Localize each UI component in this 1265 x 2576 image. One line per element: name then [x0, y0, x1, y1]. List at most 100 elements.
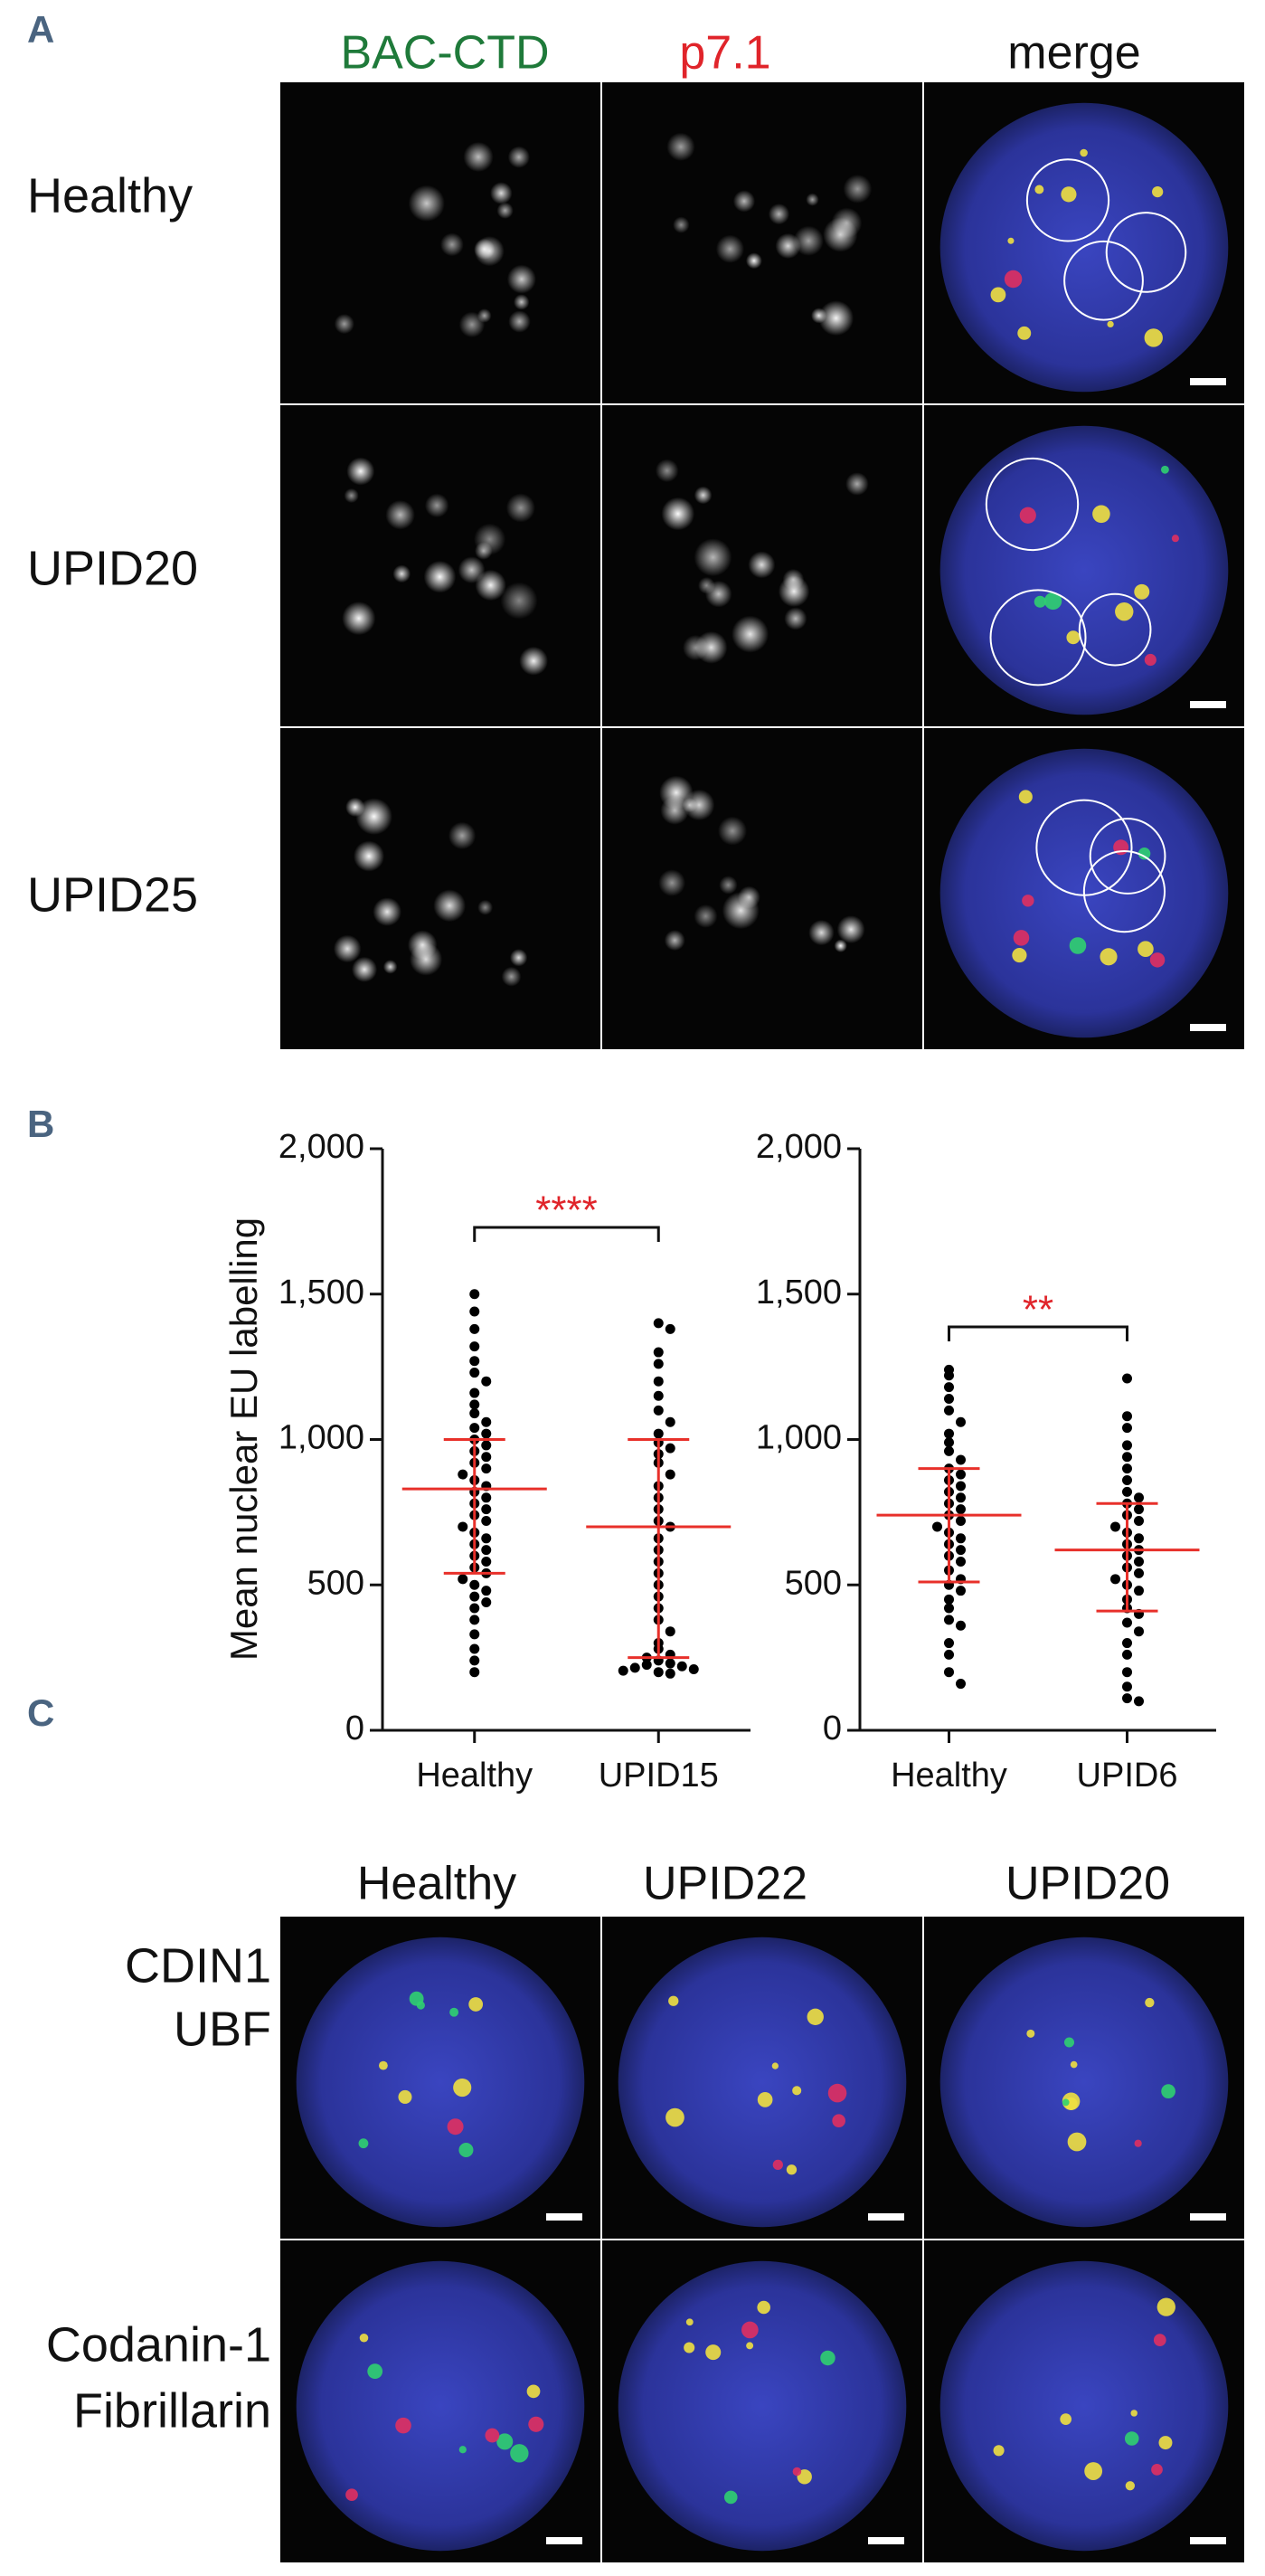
- row-label: UPID25: [27, 867, 198, 922]
- spot: [1034, 185, 1044, 194]
- spot: [424, 493, 449, 518]
- spot: [741, 2321, 759, 2339]
- data-point: [956, 1533, 966, 1544]
- spot: [694, 904, 718, 928]
- spot: [367, 2363, 383, 2380]
- data-point: [469, 1356, 480, 1367]
- y-tick-label: 0: [345, 1709, 364, 1747]
- scale-bar: [1190, 2537, 1226, 2544]
- spot: [449, 2007, 459, 2017]
- micrograph: [602, 728, 922, 1049]
- micrograph: [280, 82, 600, 403]
- column-header: UPID22: [643, 1858, 807, 1910]
- data-point: [665, 1626, 675, 1637]
- spot: [836, 915, 865, 944]
- y-tick-label: 500: [307, 1564, 364, 1602]
- data-point: [481, 1504, 492, 1515]
- data-point: [932, 1521, 942, 1532]
- data-point: [944, 1437, 954, 1448]
- spot: [659, 775, 694, 810]
- spot: [832, 2114, 845, 2128]
- spot: [1138, 848, 1151, 860]
- data-point: [653, 1405, 664, 1416]
- data-point: [469, 1387, 480, 1398]
- row-label: Healthy: [27, 168, 193, 223]
- spot: [1125, 2481, 1136, 2491]
- spot: [1149, 952, 1166, 968]
- data-point: [1134, 1516, 1144, 1527]
- data-point: [956, 1545, 966, 1556]
- spot: [1156, 2297, 1175, 2316]
- spot: [1007, 237, 1015, 244]
- spot: [1107, 320, 1114, 328]
- spot: [1144, 328, 1163, 347]
- data-point: [469, 1341, 480, 1352]
- data-point: [469, 1289, 480, 1300]
- y-tick-label: 1,000: [756, 1419, 842, 1457]
- spot: [737, 886, 760, 909]
- spot: [345, 797, 365, 818]
- panel-letter: B: [27, 1103, 54, 1145]
- spot: [771, 2062, 779, 2069]
- spot: [448, 821, 477, 850]
- data-point: [481, 1416, 492, 1427]
- scale-bar: [1190, 1024, 1226, 1031]
- data-point: [1110, 1574, 1120, 1585]
- spot: [807, 2008, 824, 2026]
- spot: [834, 939, 847, 952]
- spot: [474, 523, 506, 555]
- spot: [519, 646, 548, 676]
- data-point: [1122, 1638, 1132, 1649]
- spot: [746, 2342, 754, 2350]
- column-header: p7.1: [679, 27, 770, 80]
- data-point: [469, 1643, 480, 1654]
- data-point: [469, 1368, 480, 1378]
- spot: [409, 942, 443, 976]
- spot: [784, 607, 807, 630]
- spot: [501, 966, 522, 987]
- roi-circle: [1105, 212, 1187, 293]
- spot: [1134, 2139, 1142, 2147]
- spot: [509, 949, 528, 967]
- spot: [409, 1991, 424, 2006]
- data-point: [469, 1667, 480, 1678]
- data-point: [469, 1408, 480, 1419]
- spot: [496, 202, 514, 219]
- data-point: [1122, 1475, 1132, 1486]
- spot: [757, 2092, 773, 2107]
- nucleus: [296, 1937, 585, 2228]
- nucleus: [939, 2260, 1229, 2552]
- spot: [745, 252, 762, 270]
- spot: [468, 1997, 484, 2012]
- spot: [1004, 270, 1023, 289]
- spot: [792, 2467, 802, 2477]
- data-point: [1134, 1626, 1144, 1637]
- data-point: [956, 1516, 966, 1527]
- spot: [458, 311, 486, 338]
- spot: [1063, 2037, 1075, 2048]
- data-point: [1122, 1411, 1132, 1422]
- spot: [845, 472, 869, 496]
- data-point: [653, 1667, 664, 1678]
- micrograph: [602, 82, 922, 403]
- spot: [458, 2446, 467, 2454]
- data-point: [665, 1469, 675, 1480]
- data-point: [956, 1620, 966, 1631]
- nucleus: [618, 2260, 907, 2552]
- data-point: [481, 1428, 492, 1439]
- spot: [398, 2089, 412, 2104]
- spot: [768, 204, 790, 225]
- data-point: [1122, 1693, 1132, 1704]
- data-point: [618, 1665, 628, 1676]
- spot: [508, 310, 531, 333]
- spot: [433, 889, 467, 923]
- spot: [500, 582, 538, 620]
- scale-bar: [1190, 2213, 1226, 2221]
- spot: [1092, 505, 1110, 524]
- data-point: [469, 1615, 480, 1625]
- nucleus: [939, 425, 1229, 715]
- data-point: [956, 1469, 966, 1480]
- roi-circle: [989, 589, 1087, 687]
